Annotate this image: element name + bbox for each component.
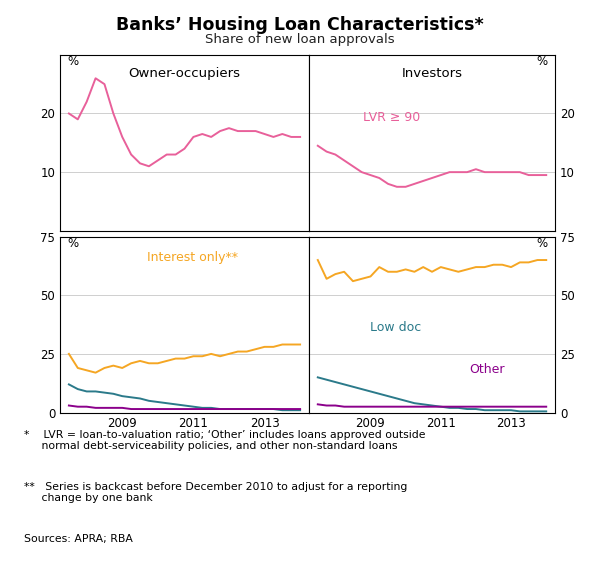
Text: %: % [536, 237, 548, 250]
Text: Share of new loan approvals: Share of new loan approvals [205, 33, 395, 47]
Text: %: % [536, 55, 548, 68]
Text: Sources: APRA; RBA: Sources: APRA; RBA [24, 534, 133, 544]
Text: Banks’ Housing Loan Characteristics*: Banks’ Housing Loan Characteristics* [116, 16, 484, 34]
Text: Owner-occupiers: Owner-occupiers [128, 67, 241, 80]
Text: **   Series is backcast before December 2010 to adjust for a reporting
     chan: ** Series is backcast before December 20… [24, 482, 407, 503]
Text: %: % [67, 55, 79, 68]
Text: Interest only**: Interest only** [147, 250, 238, 264]
Text: Low doc: Low doc [371, 321, 422, 334]
Text: %: % [67, 237, 79, 250]
Text: Other: Other [469, 364, 505, 376]
Text: *    LVR = loan-to-valuation ratio; ‘Other’ includes loans approved outside
    : * LVR = loan-to-valuation ratio; ‘Other’… [24, 430, 425, 451]
Text: Investors: Investors [401, 67, 463, 80]
Text: LVR ≥ 90: LVR ≥ 90 [363, 111, 421, 124]
